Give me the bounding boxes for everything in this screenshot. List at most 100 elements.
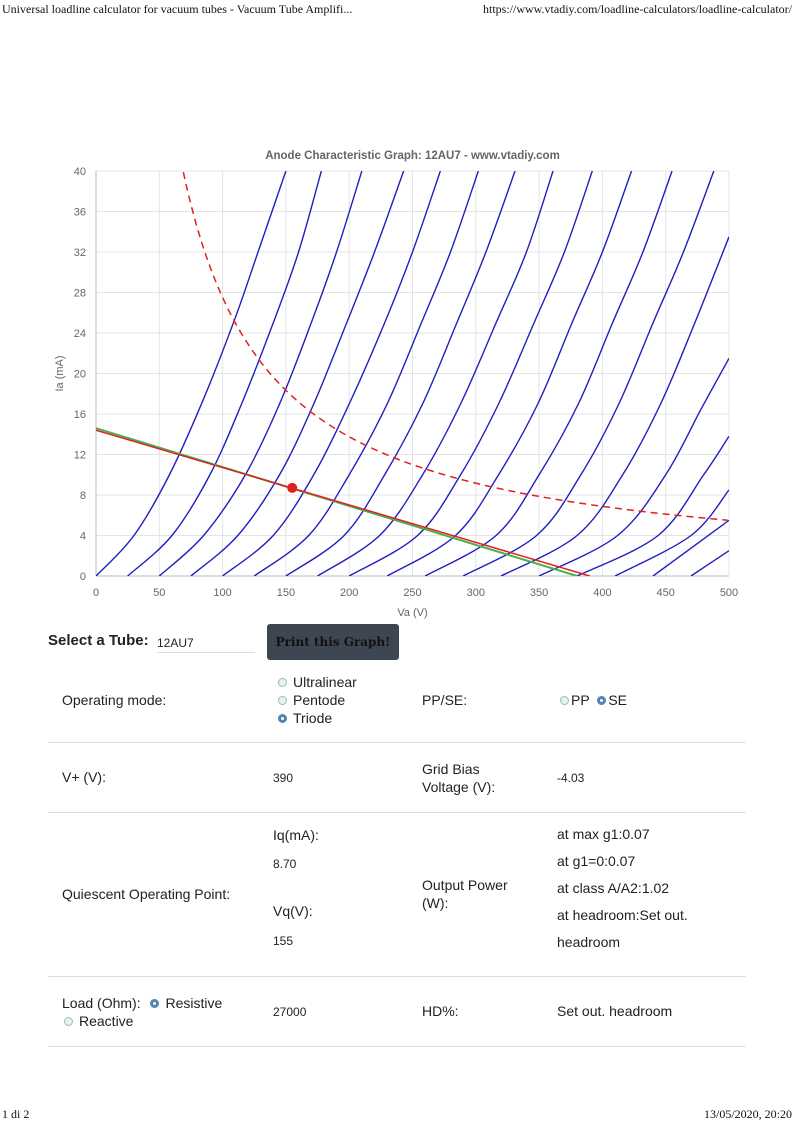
radio-pp[interactable]: [560, 695, 569, 705]
radio-pentode[interactable]: [278, 695, 287, 705]
vq-label: Vq(V):: [273, 903, 313, 919]
y-tick-label: 16: [74, 409, 86, 421]
x-tick-label: 300: [467, 587, 485, 599]
anode-curve-1: [127, 171, 323, 576]
anode-curve-0: [96, 171, 287, 576]
hd-label: HD%:: [422, 1003, 459, 1019]
y-tick-label: 4: [80, 531, 86, 543]
x-tick-label: 50: [153, 587, 165, 599]
power-g1-zero: at g1=0:0.07: [557, 853, 636, 869]
y-tick-label: 36: [74, 207, 86, 219]
option-triode[interactable]: Triode: [278, 709, 357, 727]
y-tick-label: 20: [74, 369, 86, 381]
grid-bias-label: Grid Bias Voltage (V):: [422, 761, 496, 795]
x-tick-label: 0: [93, 587, 99, 599]
x-tick-label: 150: [277, 587, 295, 599]
y-tick-label: 40: [74, 166, 86, 178]
row-quiescent: Quiescent Operating Point: Iq(mA): 8.70 …: [48, 813, 746, 977]
ppse-options: PP SE: [560, 692, 627, 708]
anode-curve-7: [317, 171, 554, 576]
anode-curve-16: [652, 519, 729, 576]
radio-ultralinear[interactable]: [278, 677, 287, 687]
y-tick-label: 28: [74, 288, 86, 300]
power-headroom: at headroom:Set out.: [557, 907, 688, 923]
anode-curve-11: [462, 171, 715, 576]
x-tick-label: 500: [720, 587, 738, 599]
max-dissipation-curve: [182, 171, 728, 521]
power-max-g1: at max g1:0.07: [557, 826, 650, 842]
anode-curve-12: [500, 236, 729, 576]
radio-resistive[interactable]: [150, 998, 160, 1008]
tube-selector-row: Select a Tube: 12AU7: [48, 632, 408, 654]
iq-label: Iq(mA):: [273, 827, 319, 843]
row-operating-mode: Operating mode: Ultralinear Pentode Trio…: [48, 668, 746, 743]
y-tick-label: 24: [74, 328, 86, 340]
print-graph-button[interactable]: Print this Graph!: [267, 624, 399, 660]
anode-curve-4: [222, 171, 442, 576]
plot-area: [96, 171, 729, 576]
x-axis-title: Va (V): [397, 607, 427, 619]
anode-curve-15: [614, 489, 729, 576]
anode-curve-10: [424, 171, 673, 576]
select-tube-label: Select a Tube:: [48, 632, 149, 649]
radio-triode[interactable]: [278, 713, 287, 723]
anode-curve-5: [253, 171, 479, 576]
radio-reactive[interactable]: [64, 1016, 73, 1026]
ppse-label: PP/SE:: [422, 692, 468, 708]
option-pp[interactable]: PP: [560, 692, 589, 708]
dc-load-line: [96, 429, 590, 576]
tube-select[interactable]: 12AU7: [157, 634, 255, 653]
option-resistive[interactable]: Resistive: [150, 995, 222, 1011]
anode-curve-3: [190, 171, 405, 576]
option-reactive[interactable]: Reactive: [64, 1013, 133, 1029]
load-controls: Load (Ohm): Resistive Reactive: [62, 994, 222, 1030]
hd-value: Set out. headroom: [557, 1003, 673, 1019]
print-footer-datetime: 13/05/2020, 20:20: [703, 1107, 792, 1121]
x-tick-label: 450: [657, 587, 675, 599]
parameters-table: Operating mode: Ultralinear Pentode Trio…: [48, 668, 746, 1047]
y-tick-label: 0: [80, 571, 86, 583]
x-tick-label: 350: [530, 587, 548, 599]
output-power-label: Output Power (W):: [422, 877, 508, 911]
row-load: Load (Ohm): Resistive Reactive 27000 HD%…: [48, 977, 746, 1047]
operating-mode-label: Operating mode:: [62, 692, 167, 708]
qop-label: Quiescent Operating Point:: [62, 886, 231, 902]
output-power-values: at max g1:0.07 at g1=0:0.07 at class A/A…: [557, 821, 688, 956]
load-value[interactable]: 27000: [273, 1005, 307, 1019]
option-pentode[interactable]: Pentode: [278, 691, 357, 709]
anode-curve-6: [285, 171, 516, 576]
y-axis-title: Ia (mA): [54, 355, 66, 391]
x-tick-label: 250: [403, 587, 421, 599]
anode-curve-13: [538, 357, 729, 576]
vplus-value[interactable]: 390: [273, 771, 294, 785]
option-ultralinear[interactable]: Ultralinear: [278, 673, 357, 691]
power-class-a: at class A/A2:1.02: [557, 880, 670, 896]
print-footer-page: 1 di 2: [2, 1107, 30, 1121]
print-header-url: https://www.vtadiy.com/loadline-calculat…: [482, 2, 792, 16]
grid-bias-value[interactable]: -4.03: [557, 771, 585, 785]
operating-point-marker: [287, 482, 298, 493]
x-tick-label: 100: [213, 587, 231, 599]
anode-curve-9: [386, 171, 633, 576]
load-label: Load (Ohm):: [62, 995, 141, 1011]
operating-mode-options: Ultralinear Pentode Triode: [278, 673, 357, 727]
option-se[interactable]: SE: [597, 692, 627, 708]
y-tick-label: 8: [80, 490, 86, 502]
row-voltage: V+ (V): 390 Grid Bias Voltage (V): -4.03: [48, 743, 746, 813]
iq-value: 8.70: [273, 857, 297, 871]
y-tick-label: 32: [74, 247, 86, 259]
anode-curve-2: [158, 171, 363, 576]
chart-title: Anode Characteristic Graph: 12AU7 - www.…: [265, 150, 560, 162]
y-tick-label: 12: [74, 450, 86, 462]
print-header-title: Universal loadline calculator for vacuum…: [2, 2, 353, 16]
vq-value: 155: [273, 934, 294, 948]
x-tick-label: 200: [340, 587, 358, 599]
x-tick-label: 400: [593, 587, 611, 599]
power-headroom-cont: headroom: [557, 934, 621, 950]
ac-load-line: [96, 427, 578, 576]
anode-curve-8: [348, 171, 593, 576]
anode-characteristic-graph: 0 50 100 150 200 250 300 350 400 450 500 0 4 8 12 16 20 2…: [54, 150, 738, 619]
anode-curve-17: [690, 550, 729, 576]
radio-se[interactable]: [597, 695, 607, 705]
anode-curve-14: [576, 435, 729, 576]
